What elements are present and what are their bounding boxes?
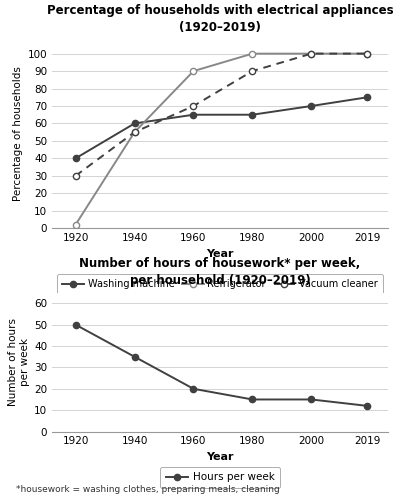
Text: *housework = washing clothes, preparing meals, cleaning: *housework = washing clothes, preparing …: [16, 485, 280, 494]
Legend: Hours per week: Hours per week: [160, 467, 280, 488]
Title: Percentage of households with electrical appliances
(1920–2019): Percentage of households with electrical…: [47, 4, 393, 34]
Legend: Washing machine, Refrigerator, Vacuum cleaner: Washing machine, Refrigerator, Vacuum cl…: [58, 274, 382, 294]
Y-axis label: Percentage of households: Percentage of households: [13, 66, 23, 201]
X-axis label: Year: Year: [206, 248, 234, 258]
Title: Number of hours of housework* per week,
per household (1920–2019): Number of hours of housework* per week, …: [79, 257, 361, 287]
X-axis label: Year: Year: [206, 452, 234, 462]
Y-axis label: Number of hours
per week: Number of hours per week: [8, 318, 30, 406]
